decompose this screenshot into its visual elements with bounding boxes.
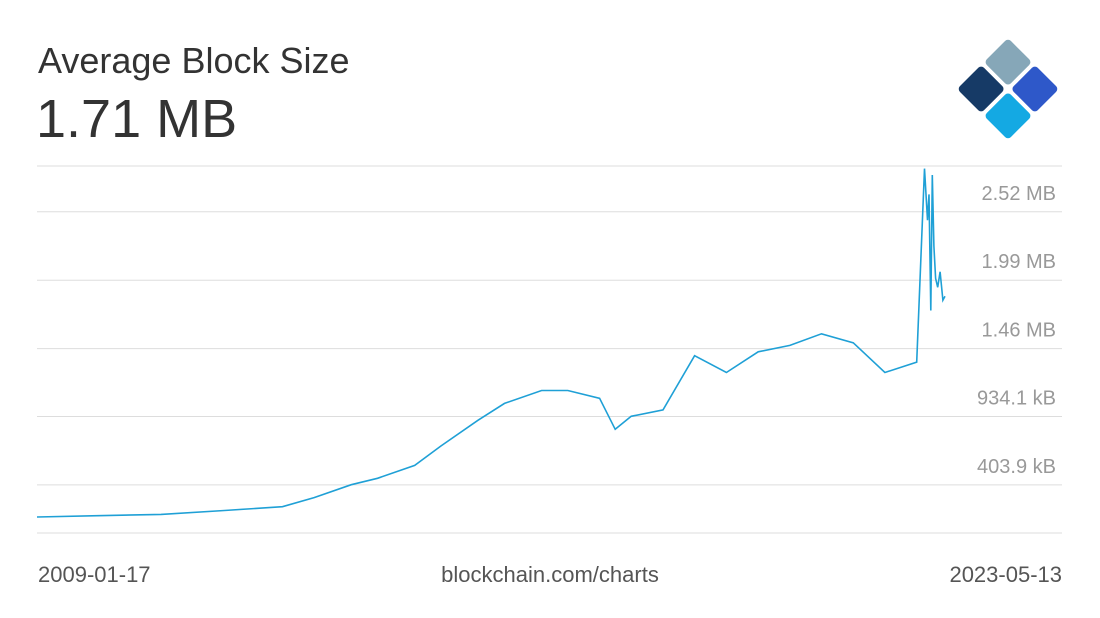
source-label: blockchain.com/charts bbox=[441, 562, 659, 587]
y-tick-label-4: 2.52 MB bbox=[982, 183, 1056, 205]
x-axis-start-date: 2009-01-17 bbox=[38, 562, 151, 587]
y-tick-label-1: 934.1 kB bbox=[977, 387, 1056, 409]
x-axis-end-date: 2023-05-13 bbox=[949, 562, 1062, 587]
chart-title: Average Block Size bbox=[38, 40, 350, 81]
y-tick-label-0: 403.9 kB bbox=[977, 456, 1056, 478]
y-tick-labels: 403.9 kB 934.1 kB 1.46 MB 1.99 MB 2.52 MB bbox=[977, 183, 1056, 478]
blockchain-logo-icon bbox=[958, 39, 1058, 139]
y-tick-label-3: 1.99 MB bbox=[982, 251, 1056, 273]
grid-lines bbox=[37, 165, 1062, 534]
series-line-average-block-size bbox=[36, 168, 946, 518]
current-value: 1.71 MB bbox=[36, 89, 238, 149]
y-tick-label-2: 1.46 MB bbox=[982, 320, 1056, 342]
